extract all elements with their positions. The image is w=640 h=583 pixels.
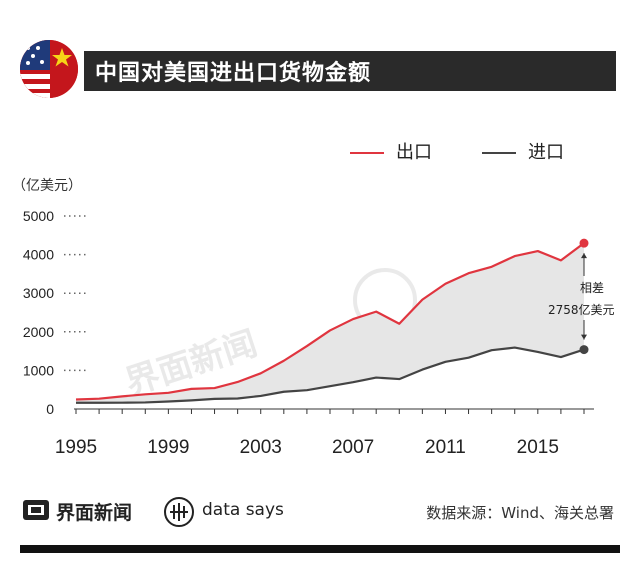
y-unit-label: （亿美元） [12, 178, 82, 194]
title-bar [84, 51, 616, 91]
x-tick-label: 2011 [425, 437, 466, 458]
x-tick-label: 1999 [147, 437, 189, 458]
annotation-line1: 相差 [580, 281, 605, 295]
y-tick-label: 2000 [23, 324, 54, 340]
x-tick-label: 2015 [517, 437, 559, 458]
datasays-text: data says [202, 500, 284, 520]
datasays-icon [163, 496, 195, 532]
y-tick-label: 0 [46, 401, 54, 417]
bottom-rule [20, 545, 620, 553]
legend-import-label: 进口 [528, 142, 564, 163]
chart-title: 中国对美国进出口货物金额 [95, 61, 372, 86]
us-china-flag-icon [20, 40, 78, 98]
data-source: 数据来源：Wind、海关总署 [426, 504, 614, 522]
x-tick-label: 2007 [332, 437, 374, 458]
legend-export: 出口 [350, 138, 432, 166]
legend-import: 进口 [482, 138, 564, 166]
import-swatch [482, 152, 516, 154]
legend-export-label: 出口 [396, 142, 432, 163]
y-tick-label: 4000 [23, 247, 54, 263]
y-tick-label: 1000 [23, 362, 54, 378]
y-tick-label: 5000 [23, 208, 54, 224]
brand-name: 界面新闻 [56, 502, 133, 524]
gap-arrowhead-down [581, 334, 587, 340]
import-end-point [579, 345, 589, 355]
import-line [75, 346, 585, 404]
x-tick-label: 1995 [55, 437, 97, 458]
jiemian-logo-icon [22, 497, 50, 525]
x-tick-label: 2003 [240, 437, 282, 458]
export-swatch [350, 152, 384, 154]
gap-area [76, 243, 584, 403]
export-line [75, 242, 585, 401]
y-tick-label: 3000 [23, 285, 54, 301]
gap-arrowhead-up [581, 253, 587, 259]
export-end-point [579, 238, 589, 248]
annotation-line2: 2758亿美元 [548, 303, 615, 317]
